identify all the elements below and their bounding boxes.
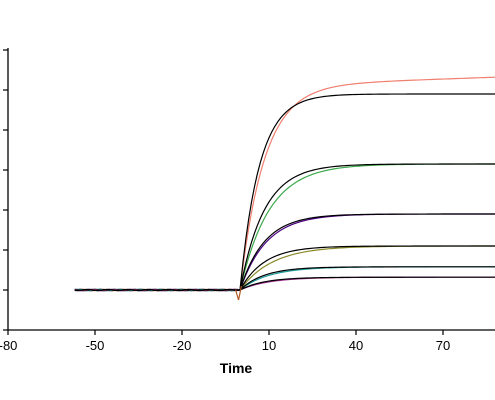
series-line: [74, 93, 495, 292]
x-tick-label: 70: [436, 338, 450, 353]
series-line: [74, 245, 495, 292]
x-tick-label: -80: [0, 338, 17, 353]
x-tick-label: 10: [262, 338, 276, 353]
y-axis-ticks: [3, 49, 8, 331]
x-tick-label: -50: [86, 338, 105, 353]
x-axis-title: Time: [220, 360, 253, 376]
x-tick-label: 40: [349, 338, 363, 353]
injection-spike: [235, 285, 243, 301]
x-tick-label: -20: [173, 338, 192, 353]
series-line: [74, 276, 495, 292]
x-axis-ticks: -80-50-201040701001301601902202: [0, 330, 450, 353]
plot-area: [74, 76, 495, 301]
